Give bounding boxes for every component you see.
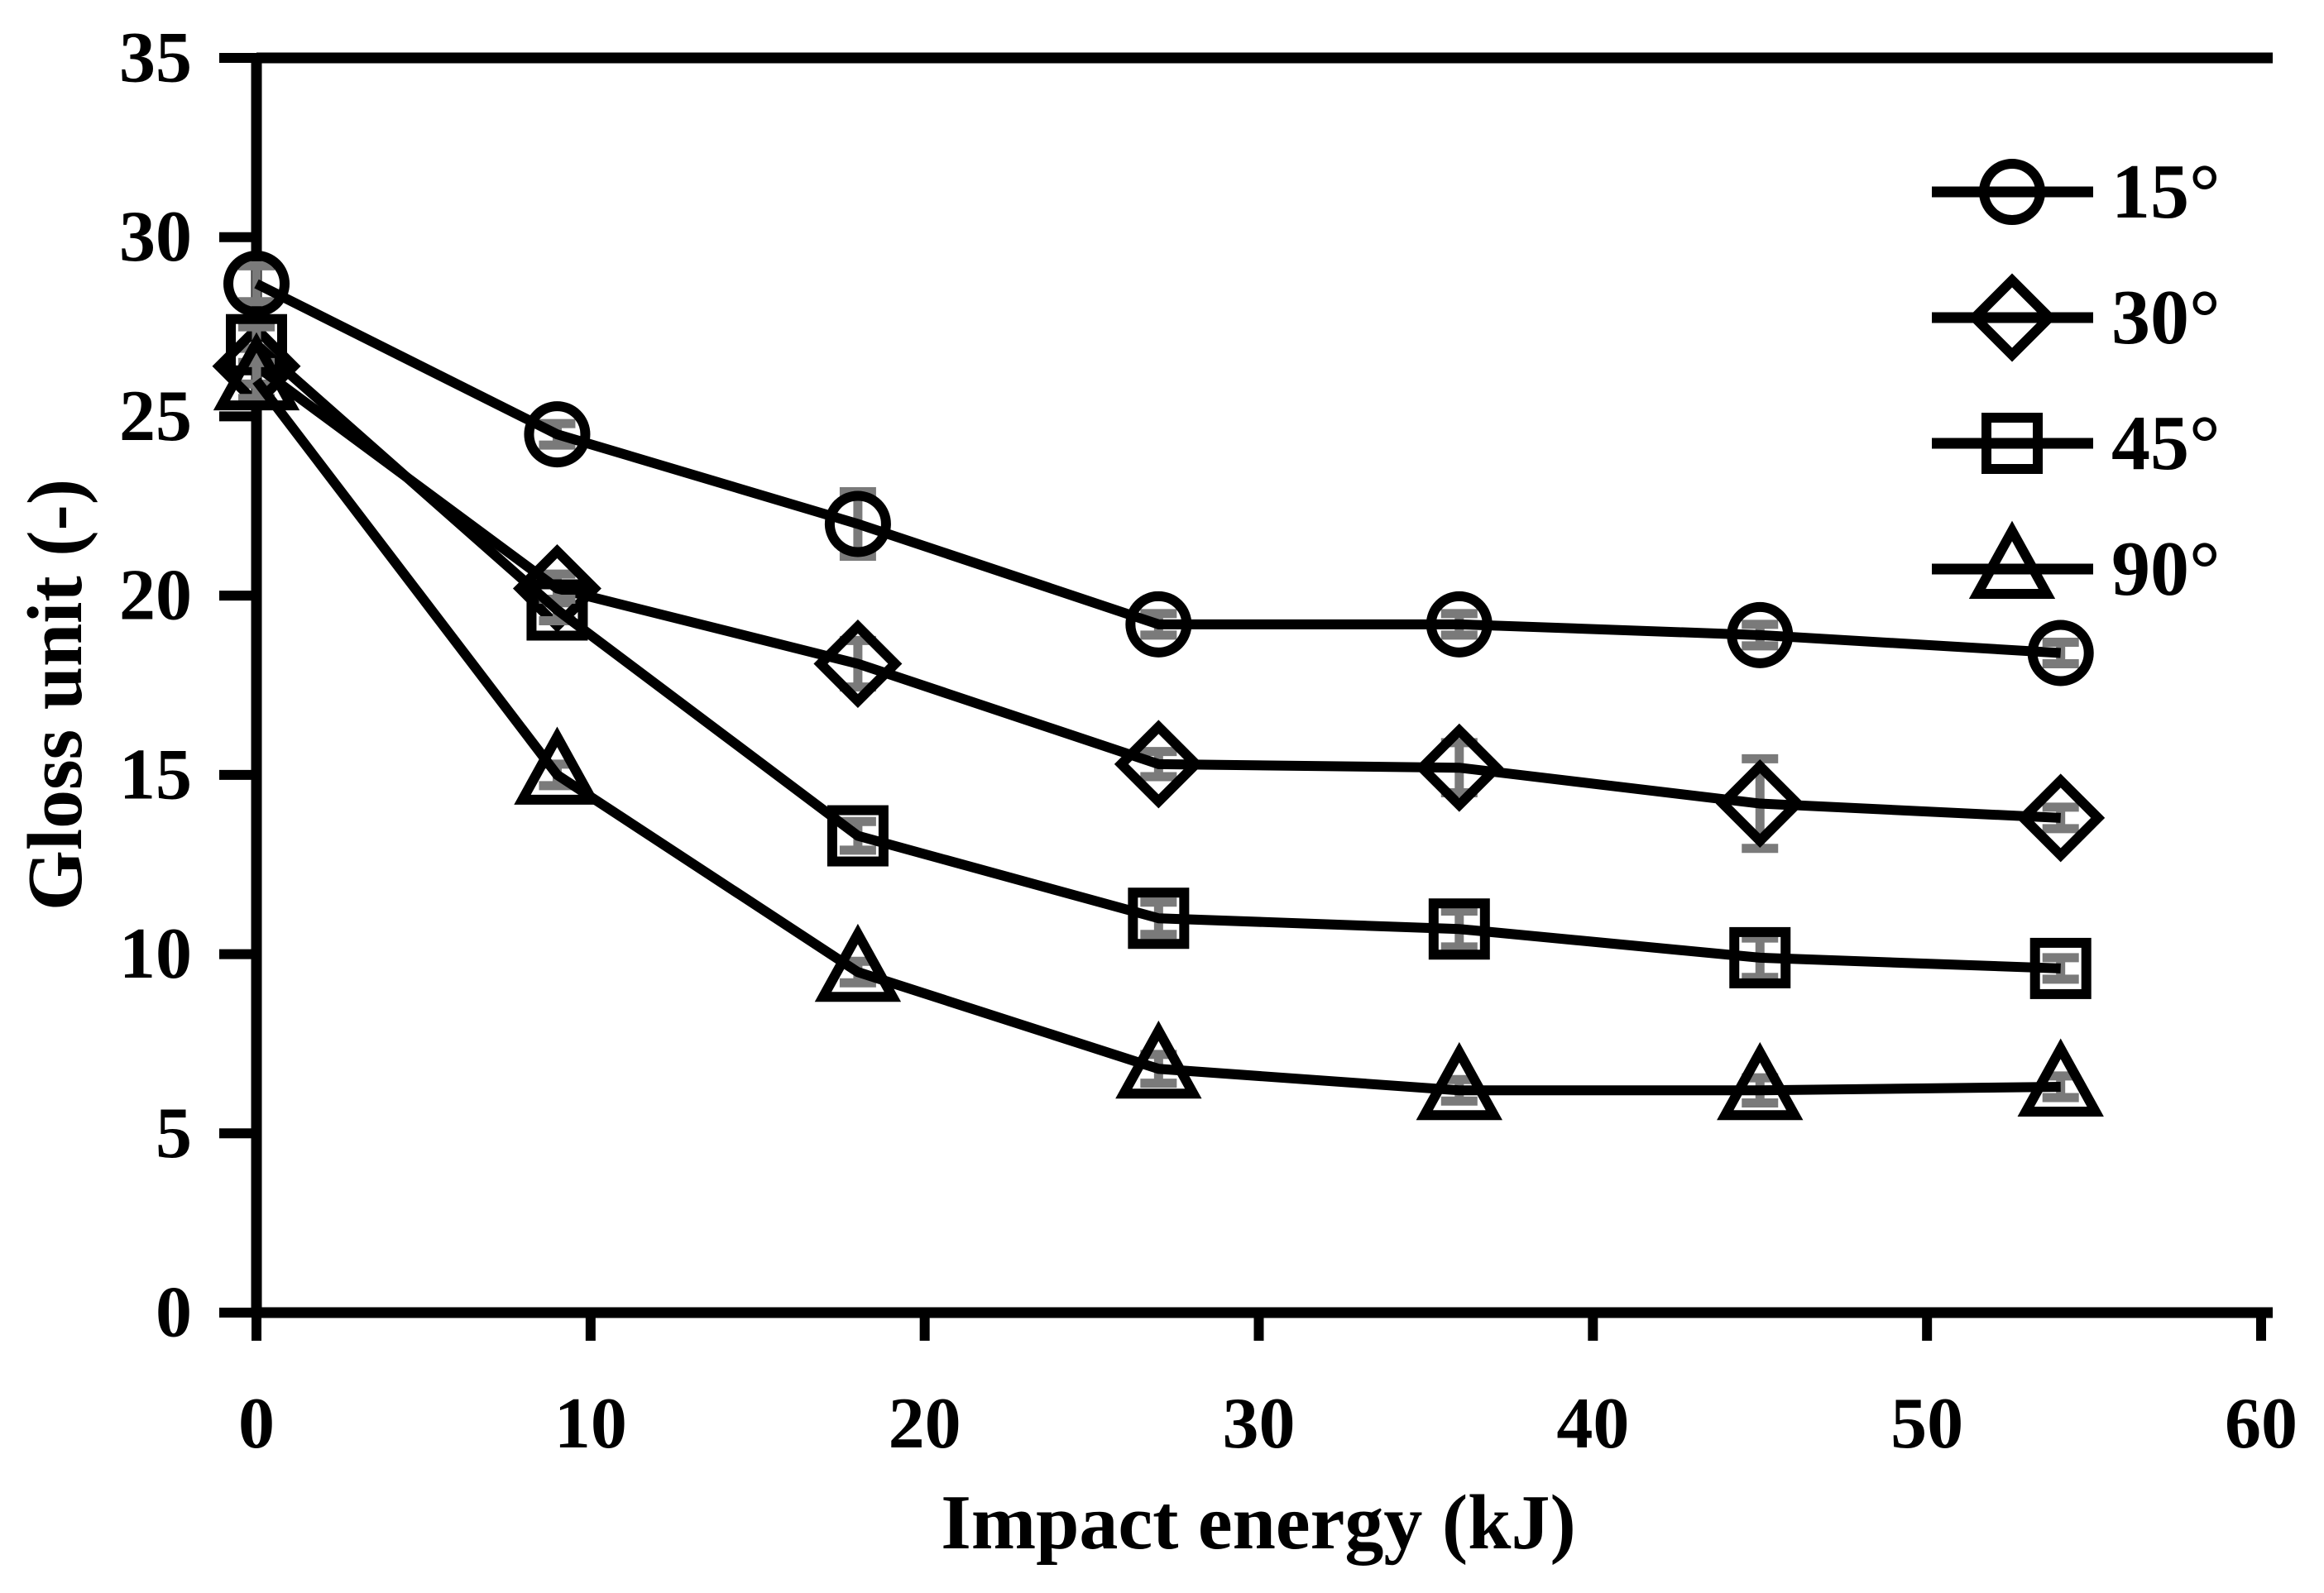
y-tick-label: 10 [119, 914, 192, 994]
triangle-marker [1115, 1020, 1202, 1099]
legend-label: 30° [2111, 275, 2221, 361]
x-axis-title: Impact energy (kJ) [941, 1480, 1576, 1566]
legend-label: 15° [2111, 149, 2221, 235]
x-tick-label: 10 [554, 1384, 627, 1464]
x-tick-label: 20 [889, 1384, 961, 1464]
legend-item-90deg: 90° [1932, 520, 2221, 612]
circle-marker [524, 401, 591, 468]
y-tick-label: 15 [119, 734, 192, 815]
y-tick-label: 30 [119, 197, 192, 277]
x-tick-label: 30 [1223, 1384, 1296, 1464]
circle-marker [1727, 601, 1794, 668]
y-tick-label: 5 [156, 1093, 192, 1174]
triangle-marker [1717, 1041, 1804, 1121]
diamond-marker [1114, 720, 1203, 809]
circle-marker [1979, 159, 2045, 225]
y-tick-label: 25 [119, 376, 192, 457]
triangle-marker [1968, 520, 2056, 599]
x-tick-label: 60 [2225, 1384, 2298, 1464]
square-marker [526, 579, 588, 641]
series-15deg [223, 251, 2094, 686]
triangle-marker [2017, 1038, 2104, 1117]
circle-marker [1426, 591, 1493, 658]
x-tick-label: 50 [1890, 1384, 1963, 1464]
y-tick-label: 20 [119, 556, 192, 636]
diamond-marker [512, 543, 601, 633]
diamond-marker [2016, 773, 2106, 863]
triangle-marker [1416, 1041, 1502, 1121]
data-line [254, 279, 2062, 658]
diamond-marker [1715, 759, 1804, 849]
legend: 15° 30° 45° 90° [1932, 149, 2221, 612]
triangle-marker [814, 923, 902, 1002]
triangle-marker [213, 332, 300, 411]
square-marker [1729, 926, 1791, 988]
data-line [253, 341, 2061, 974]
diamond-marker [1415, 723, 1504, 812]
circle-marker [824, 490, 891, 557]
circle-marker [1125, 591, 1192, 658]
triangle-marker [514, 726, 601, 805]
square-marker [1981, 413, 2043, 474]
series-90deg [213, 332, 2104, 1121]
square-marker [1128, 887, 1190, 950]
square-marker [2029, 937, 2092, 999]
diamond-marker [813, 620, 903, 708]
legend-item-30deg: 30° [1932, 273, 2221, 362]
legend-item-15deg: 15° [1932, 149, 2221, 235]
circle-marker [2027, 620, 2094, 686]
legend-label: 90° [2111, 526, 2221, 612]
y-tick-label: 35 [119, 18, 192, 98]
legend-item-45deg: 45° [1932, 400, 2221, 486]
circle-marker [223, 251, 290, 318]
series-45deg [226, 313, 2092, 999]
diamond-marker [1967, 273, 2057, 362]
square-marker [827, 805, 889, 867]
y-tick-label: 0 [156, 1273, 192, 1353]
y-axis-title: Gloss unit (-) [12, 479, 98, 911]
x-tick-label: 0 [238, 1384, 275, 1464]
legend-label: 45° [2111, 400, 2221, 486]
plot-layer: 0 5 10 15 20 25 30 35 0 10 20 30 40 50 60 15° 30° 45° 90° [119, 18, 2298, 1465]
square-marker [1428, 898, 1490, 960]
x-tick-label: 40 [1556, 1384, 1629, 1464]
data-line [252, 377, 2061, 1096]
